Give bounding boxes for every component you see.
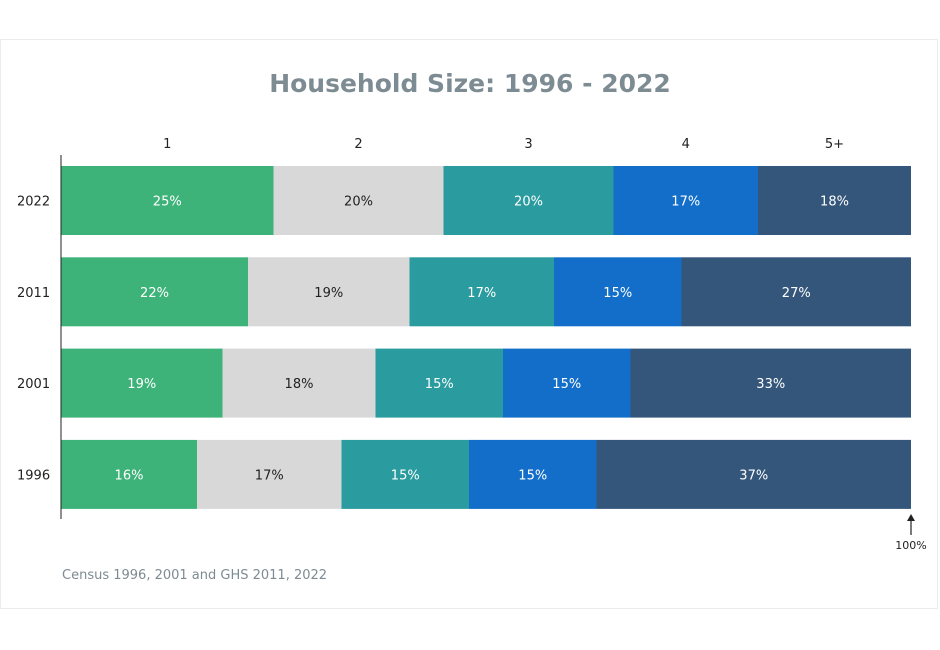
series-label: 5+	[825, 137, 844, 152]
segment-label: 22%	[140, 286, 169, 301]
segment-label: 16%	[115, 468, 144, 483]
bar-segment	[409, 257, 554, 327]
bar-segment	[222, 348, 376, 418]
bar-segment	[375, 348, 503, 418]
segment-label: 17%	[671, 195, 700, 210]
bar-segment	[554, 257, 682, 327]
row-label: 2011	[17, 286, 50, 301]
segment-label: 15%	[518, 468, 547, 483]
segment-label: 20%	[344, 195, 373, 210]
bar-segment	[630, 348, 911, 418]
bar-segment	[613, 166, 758, 235]
end-marker	[907, 514, 915, 535]
bar-segment	[197, 439, 342, 509]
series-label: 4	[682, 137, 690, 152]
segment-label: 15%	[425, 377, 454, 392]
bar-segment	[248, 257, 410, 327]
bar-segment	[503, 348, 631, 418]
bar-segment	[61, 348, 223, 418]
bar-segment	[443, 166, 614, 235]
bars: 2022 25% 20% 20% 17% 18% 2011 22% 19% 17% 15% 27% 20…	[17, 166, 911, 509]
series-labels: 1 2 3 4 5+	[163, 137, 844, 152]
bar-segment	[341, 439, 469, 509]
segment-label: 37%	[739, 468, 768, 483]
segment-label: 15%	[552, 377, 581, 392]
row-label: 1996	[17, 468, 50, 483]
segment-label: 17%	[255, 468, 284, 483]
bar-segment	[273, 166, 444, 235]
segment-label: 19%	[127, 377, 156, 392]
segment-label: 20%	[514, 195, 543, 210]
segment-label: 27%	[782, 286, 811, 301]
segment-label: 15%	[391, 468, 420, 483]
segment-label: 18%	[285, 377, 314, 392]
bar-segment	[469, 439, 597, 509]
bar-segment	[61, 166, 274, 235]
source-note: Census 1996, 2001 and GHS 2011, 2022	[62, 568, 327, 583]
segment-label: 19%	[314, 286, 343, 301]
segment-label: 17%	[467, 286, 496, 301]
row-label: 2022	[17, 195, 50, 210]
bar-segment	[61, 257, 248, 327]
series-label: 3	[524, 137, 532, 152]
row-label: 2001	[17, 377, 50, 392]
chart-title: Household Size: 1996 - 2022	[269, 69, 671, 98]
segment-label: 15%	[603, 286, 632, 301]
end-label: 100%	[895, 539, 926, 552]
segment-label: 25%	[153, 195, 182, 210]
segment-label: 33%	[756, 377, 785, 392]
series-label: 2	[354, 137, 362, 152]
segment-label: 18%	[820, 195, 849, 210]
bar-segment	[596, 439, 911, 509]
bar-segment	[681, 257, 911, 327]
series-label: 1	[163, 137, 171, 152]
bar-segment	[758, 166, 911, 235]
bar-segment	[61, 439, 197, 509]
